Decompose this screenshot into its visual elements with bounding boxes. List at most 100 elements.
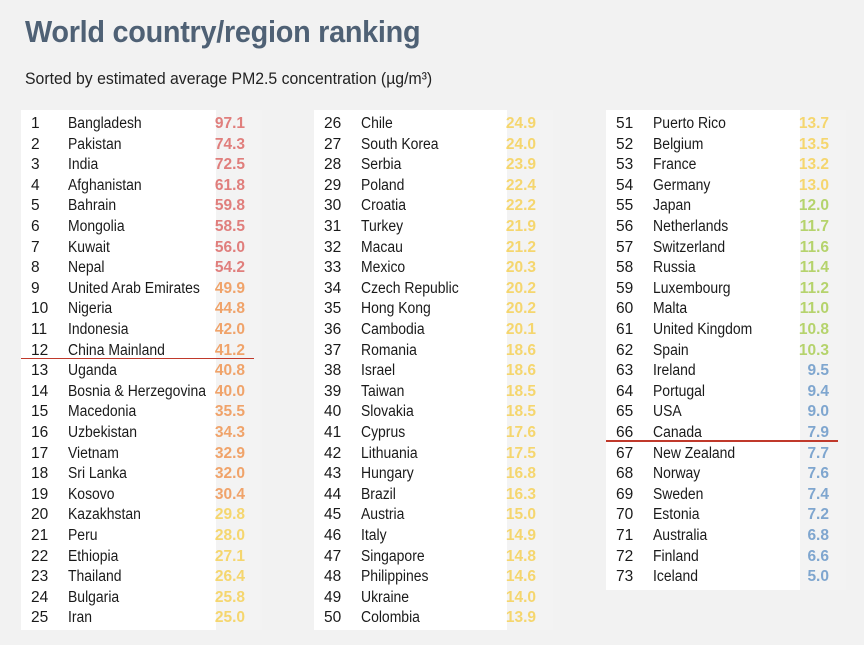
rank-number: 10 [31, 300, 49, 318]
rank-number: 36 [324, 321, 342, 338]
table-row: 28 Serbia 23.9 [314, 154, 553, 175]
pm25-value: 59.8 [214, 197, 245, 215]
rank-number: 39 [324, 382, 342, 400]
rank-number: 53 [616, 156, 634, 174]
country-name: USA [653, 403, 682, 421]
country-name: Austria [361, 506, 405, 524]
table-row: 26 Chile 24.9 [314, 113, 553, 134]
table-row: 48 Philippines 14.6 [314, 566, 553, 587]
table-row: 5 Bahrain 59.8 [21, 195, 262, 216]
rank-number: 56 [616, 218, 634, 235]
pm25-value: 13.0 [798, 176, 829, 194]
table-row: 11 Indonesia 42.0 [21, 319, 262, 340]
pm25-value: 29.8 [214, 506, 245, 524]
table-row: 22 Ethiopia 27.1 [21, 546, 262, 567]
pm25-value: 18.6 [505, 341, 536, 359]
rank-number: 43 [324, 465, 342, 483]
pm25-value: 7.2 [807, 506, 829, 524]
country-name: Lithuania [361, 444, 418, 462]
pm25-value: 40.0 [214, 382, 245, 400]
rank-number: 49 [324, 588, 342, 606]
rank-number: 35 [324, 300, 342, 318]
pm25-value: 22.2 [505, 197, 536, 215]
country-name: Kosovo [68, 485, 115, 503]
table-row: 71 Australia 6.8 [606, 525, 846, 546]
pm25-value: 34.3 [214, 424, 245, 441]
pm25-value: 9.5 [807, 362, 829, 380]
table-row: 27 South Korea 24.0 [314, 134, 553, 155]
rank-number: 50 [324, 609, 342, 627]
pm25-value: 10.8 [798, 321, 829, 338]
ranking-column-2: 26 Chile 24.9 27 South Korea 24.0 28 Serbia 23.9… [314, 110, 553, 630]
rank-number: 44 [324, 485, 342, 503]
table-row: 58 Russia 11.4 [606, 257, 846, 278]
rank-number: 6 [31, 218, 40, 235]
country-name: Mongolia [68, 218, 125, 235]
pm25-value: 27.1 [214, 547, 245, 565]
table-row: 40 Slovakia 18.5 [314, 401, 553, 422]
rank-number: 1 [31, 115, 40, 132]
country-name: China Mainland [68, 341, 165, 359]
rank-number: 48 [324, 568, 342, 586]
rank-number: 70 [616, 506, 634, 524]
rank-number: 68 [616, 465, 634, 483]
country-name: Russia [653, 259, 696, 277]
table-row: 33 Mexico 20.3 [314, 257, 553, 278]
rank-number: 20 [31, 506, 49, 524]
rank-number: 65 [616, 403, 634, 421]
table-row: 53 France 13.2 [606, 154, 846, 175]
pm25-value: 25.0 [214, 609, 245, 627]
rank-number: 32 [324, 238, 342, 256]
country-name: Sri Lanka [68, 465, 127, 483]
table-row: 23 Thailand 26.4 [21, 566, 262, 587]
table-row: 30 Croatia 22.2 [314, 195, 553, 216]
pm25-value: 14.9 [505, 527, 536, 544]
table-row: 65 USA 9.0 [606, 401, 846, 422]
pm25-value: 21.9 [505, 218, 536, 235]
pm25-value: 12.0 [798, 197, 829, 215]
table-row: 8 Nepal 54.2 [21, 257, 262, 278]
country-name: Croatia [361, 197, 406, 215]
rank-number: 55 [616, 197, 634, 215]
table-row: 42 Lithuania 17.5 [314, 443, 553, 464]
country-name: Switzerland [653, 238, 726, 256]
rank-number: 73 [616, 568, 634, 586]
rank-number: 37 [324, 341, 342, 359]
pm25-value: 42.0 [214, 321, 245, 338]
table-row: 24 Bulgaria 25.8 [21, 587, 262, 608]
table-row: 72 Finland 6.6 [606, 546, 846, 567]
table-row: 44 Brazil 16.3 [314, 484, 553, 505]
rank-number: 61 [616, 321, 634, 338]
country-name: Norway [653, 465, 701, 483]
country-name: Portugal [653, 382, 705, 400]
pm25-value: 44.8 [214, 300, 245, 318]
pm25-value: 21.2 [505, 238, 536, 256]
table-row: 37 Romania 18.6 [314, 340, 553, 361]
rank-number: 54 [616, 176, 634, 194]
table-row: 73 Iceland 5.0 [606, 566, 846, 587]
table-row: 3 India 72.5 [21, 154, 262, 175]
pm25-value: 14.0 [505, 588, 536, 606]
table-row: 12 China Mainland 41.2 [21, 340, 262, 361]
table-row: 29 Poland 22.4 [314, 175, 553, 196]
pm25-value: 58.5 [214, 218, 245, 235]
country-name: Peru [68, 527, 98, 544]
country-name: Colombia [361, 609, 420, 627]
country-name: Belgium [653, 135, 704, 153]
country-name: Ireland [653, 362, 696, 380]
rank-number: 60 [616, 300, 634, 318]
table-row: 2 Pakistan 74.3 [21, 134, 262, 155]
country-name: United Arab Emirates [68, 279, 200, 297]
pm25-value: 6.6 [807, 547, 829, 565]
table-row: 17 Vietnam 32.9 [21, 443, 262, 464]
table-row: 60 Malta 11.0 [606, 298, 846, 319]
country-name: Mexico [361, 259, 406, 277]
country-name: Iceland [653, 568, 698, 586]
pm25-value: 13.5 [798, 135, 829, 153]
rank-number: 9 [31, 279, 40, 297]
country-name: Cambodia [361, 321, 425, 338]
pm25-value: 20.3 [505, 259, 536, 277]
table-row: 67 New Zealand 7.7 [606, 443, 846, 464]
country-name: Hungary [361, 465, 414, 483]
pm25-value: 18.5 [505, 382, 536, 400]
